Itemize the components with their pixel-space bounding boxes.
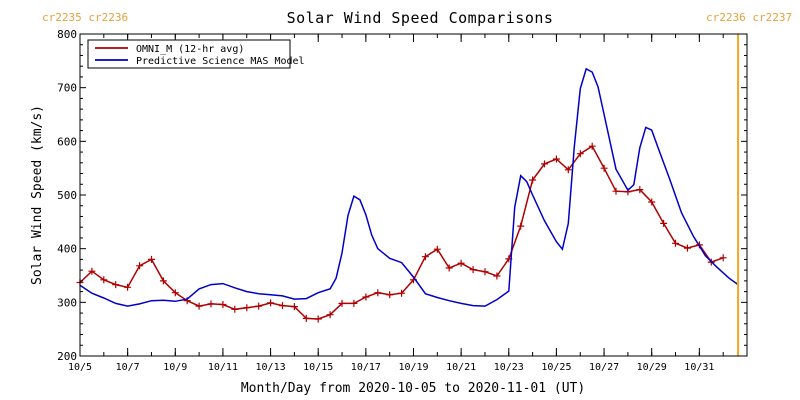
y-tick-label: 300 (57, 296, 77, 309)
data-point-omni (683, 244, 691, 252)
data-point-omni (600, 164, 608, 172)
data-point-omni (433, 245, 441, 253)
data-point-omni (529, 176, 537, 184)
data-point-omni (207, 300, 215, 308)
data-point-omni (493, 272, 501, 280)
data-point-omni (112, 281, 120, 289)
data-point-omni (326, 311, 334, 319)
data-point-omni (302, 314, 310, 322)
data-point-omni (588, 142, 596, 150)
x-tick-label: 10/27 (589, 362, 619, 373)
x-tick-label: 10/17 (351, 362, 381, 373)
legend-box (87, 39, 291, 69)
x-tick-label: 10/13 (256, 362, 286, 373)
legend-label-omni: OMNI_M (12-hr avg) (136, 44, 244, 55)
data-point-omni (421, 253, 429, 261)
carrington-label-right: cr2236 cr2237 (706, 11, 792, 24)
data-point-omni (445, 264, 453, 272)
y-tick-label: 700 (57, 82, 77, 95)
data-point-omni (398, 289, 406, 297)
data-point-omni (255, 302, 263, 310)
data-point-omni (159, 277, 167, 285)
data-point-omni (636, 186, 644, 194)
data-point-omni (124, 283, 132, 291)
legend-label-mas: Predictive Science MAS Model (136, 56, 305, 67)
y-tick-label: 800 (57, 28, 77, 41)
data-point-omni (338, 299, 346, 307)
x-axis: 10/5 10/7 10/9 10/11 10/13 10/15 10/17 10/19 10/… (68, 34, 748, 373)
x-tick-label: 10/25 (541, 362, 571, 373)
series-line-mas (79, 67, 739, 307)
x-tick-label: 10/7 (116, 362, 140, 373)
y-tick-label: 600 (57, 135, 77, 148)
y-axis: 200 300 400 500 600 700 800 (57, 28, 747, 363)
data-point-omni (219, 301, 227, 308)
x-axis-label: Month/Day from 2020-10-05 to 2020-11-01 … (241, 381, 585, 396)
data-point-omni (386, 291, 394, 299)
data-point-omni (672, 239, 679, 247)
data-point-omni (648, 198, 656, 206)
data-point-omni (564, 166, 572, 174)
x-tick-label: 10/31 (684, 362, 714, 373)
x-tick-label: 10/11 (208, 362, 238, 373)
x-tick-label: 10/19 (398, 362, 428, 373)
x-tick-label: 10/9 (163, 362, 187, 373)
data-point-omni (660, 219, 668, 227)
data-point-omni (517, 222, 525, 230)
data-point-omni (279, 302, 286, 310)
carrington-label-left: cr2235 cr2236 (42, 11, 128, 24)
y-tick-label: 200 (57, 350, 77, 363)
data-point-omni (612, 187, 620, 195)
data-point-omni (231, 305, 239, 313)
data-point-omni (374, 289, 382, 297)
data-point-omni (148, 255, 155, 263)
data-point-omni (719, 254, 727, 262)
data-point-omni (469, 266, 477, 274)
data-point-omni (267, 299, 275, 307)
x-tick-label: 10/29 (637, 362, 667, 373)
data-point-omni (552, 155, 560, 163)
data-point-omni (88, 267, 96, 275)
data-point-omni (171, 289, 179, 297)
y-tick-label: 500 (57, 189, 77, 202)
data-point-omni (136, 262, 144, 270)
data-point-omni (290, 303, 298, 311)
legend: OMNI_M (12-hr avg) Predictive Science MA… (87, 39, 305, 69)
x-tick-label: 10/15 (303, 362, 333, 373)
plot-frame (79, 33, 748, 357)
data-point-omni (362, 293, 370, 301)
data-point-omni (100, 276, 108, 284)
data-point-omni (481, 268, 489, 276)
data-point-omni (576, 150, 584, 158)
x-tick-label: 10/21 (446, 362, 476, 373)
y-tick-label: 400 (57, 243, 77, 256)
data-point-omni (195, 302, 203, 310)
data-point-omni (350, 299, 358, 307)
data-point-omni (541, 160, 548, 168)
data-point-omni (457, 259, 465, 267)
x-tick-label: 10/23 (494, 362, 524, 373)
x-tick-label: 10/5 (68, 362, 92, 373)
chart-title: Solar Wind Speed Comparisons (287, 9, 554, 27)
data-point-omni (314, 315, 322, 323)
data-point-omni (243, 304, 251, 312)
plot-area (76, 34, 740, 356)
y-axis-label: Solar Wind Speed (km/s) (30, 105, 45, 285)
